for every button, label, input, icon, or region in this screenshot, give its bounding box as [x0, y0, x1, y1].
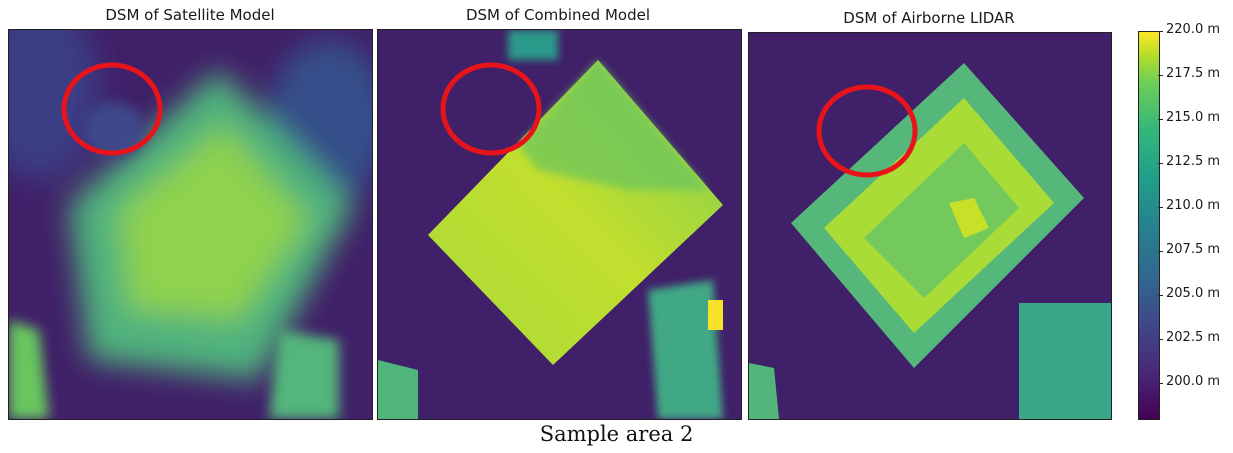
panel-title-lidar: DSM of Airborne LIDAR — [843, 9, 1015, 27]
colorbar-tick-mark — [1158, 382, 1163, 384]
colorbar-tick-label: 210.0 m — [1166, 197, 1221, 213]
colorbar-tick-label: 205.0 m — [1166, 285, 1221, 301]
colorbar-tick-mark — [1158, 338, 1163, 340]
panel-title-satellite: DSM of Satellite Model — [105, 6, 275, 24]
colorbar-tick-mark — [1158, 250, 1163, 252]
colorbar-tick-mark — [1158, 206, 1163, 208]
heatmap-satellite-svg — [9, 30, 372, 419]
heatmap-lidar — [748, 32, 1112, 420]
highlight-circle — [440, 62, 542, 156]
colorbar-tick-label: 220.0 m — [1166, 22, 1221, 37]
colorbar-tick-mark — [1158, 294, 1163, 296]
heatmap-satellite — [8, 29, 373, 420]
heatmap-combined-svg — [378, 30, 741, 419]
colorbar-tick-mark — [1158, 74, 1163, 76]
colorbar-tick-mark — [1158, 162, 1163, 164]
colorbar-tick-mark — [1158, 31, 1163, 32]
panel-title-combined: DSM of Combined Model — [465, 6, 651, 24]
heatmap-lidar-svg — [749, 33, 1111, 419]
heatmap-combined — [377, 29, 742, 420]
colorbar-tick-label: 212.5 m — [1166, 153, 1221, 169]
colorbar-tick-mark — [1158, 118, 1163, 120]
highlight-circle — [816, 84, 918, 178]
colorbar-tick-label: 200.0 m — [1166, 373, 1221, 389]
colorbar-tick-label: 207.5 m — [1166, 241, 1221, 257]
highlight-circle — [61, 62, 163, 156]
figure-caption: Sample area 2 — [539, 422, 694, 446]
colorbar-tick-label: 215.0 m — [1166, 109, 1221, 125]
colorbar-tick-label: 202.5 m — [1166, 329, 1221, 345]
colorbar-tick-label: 217.5 m — [1166, 65, 1221, 81]
colorbar — [1138, 31, 1160, 420]
